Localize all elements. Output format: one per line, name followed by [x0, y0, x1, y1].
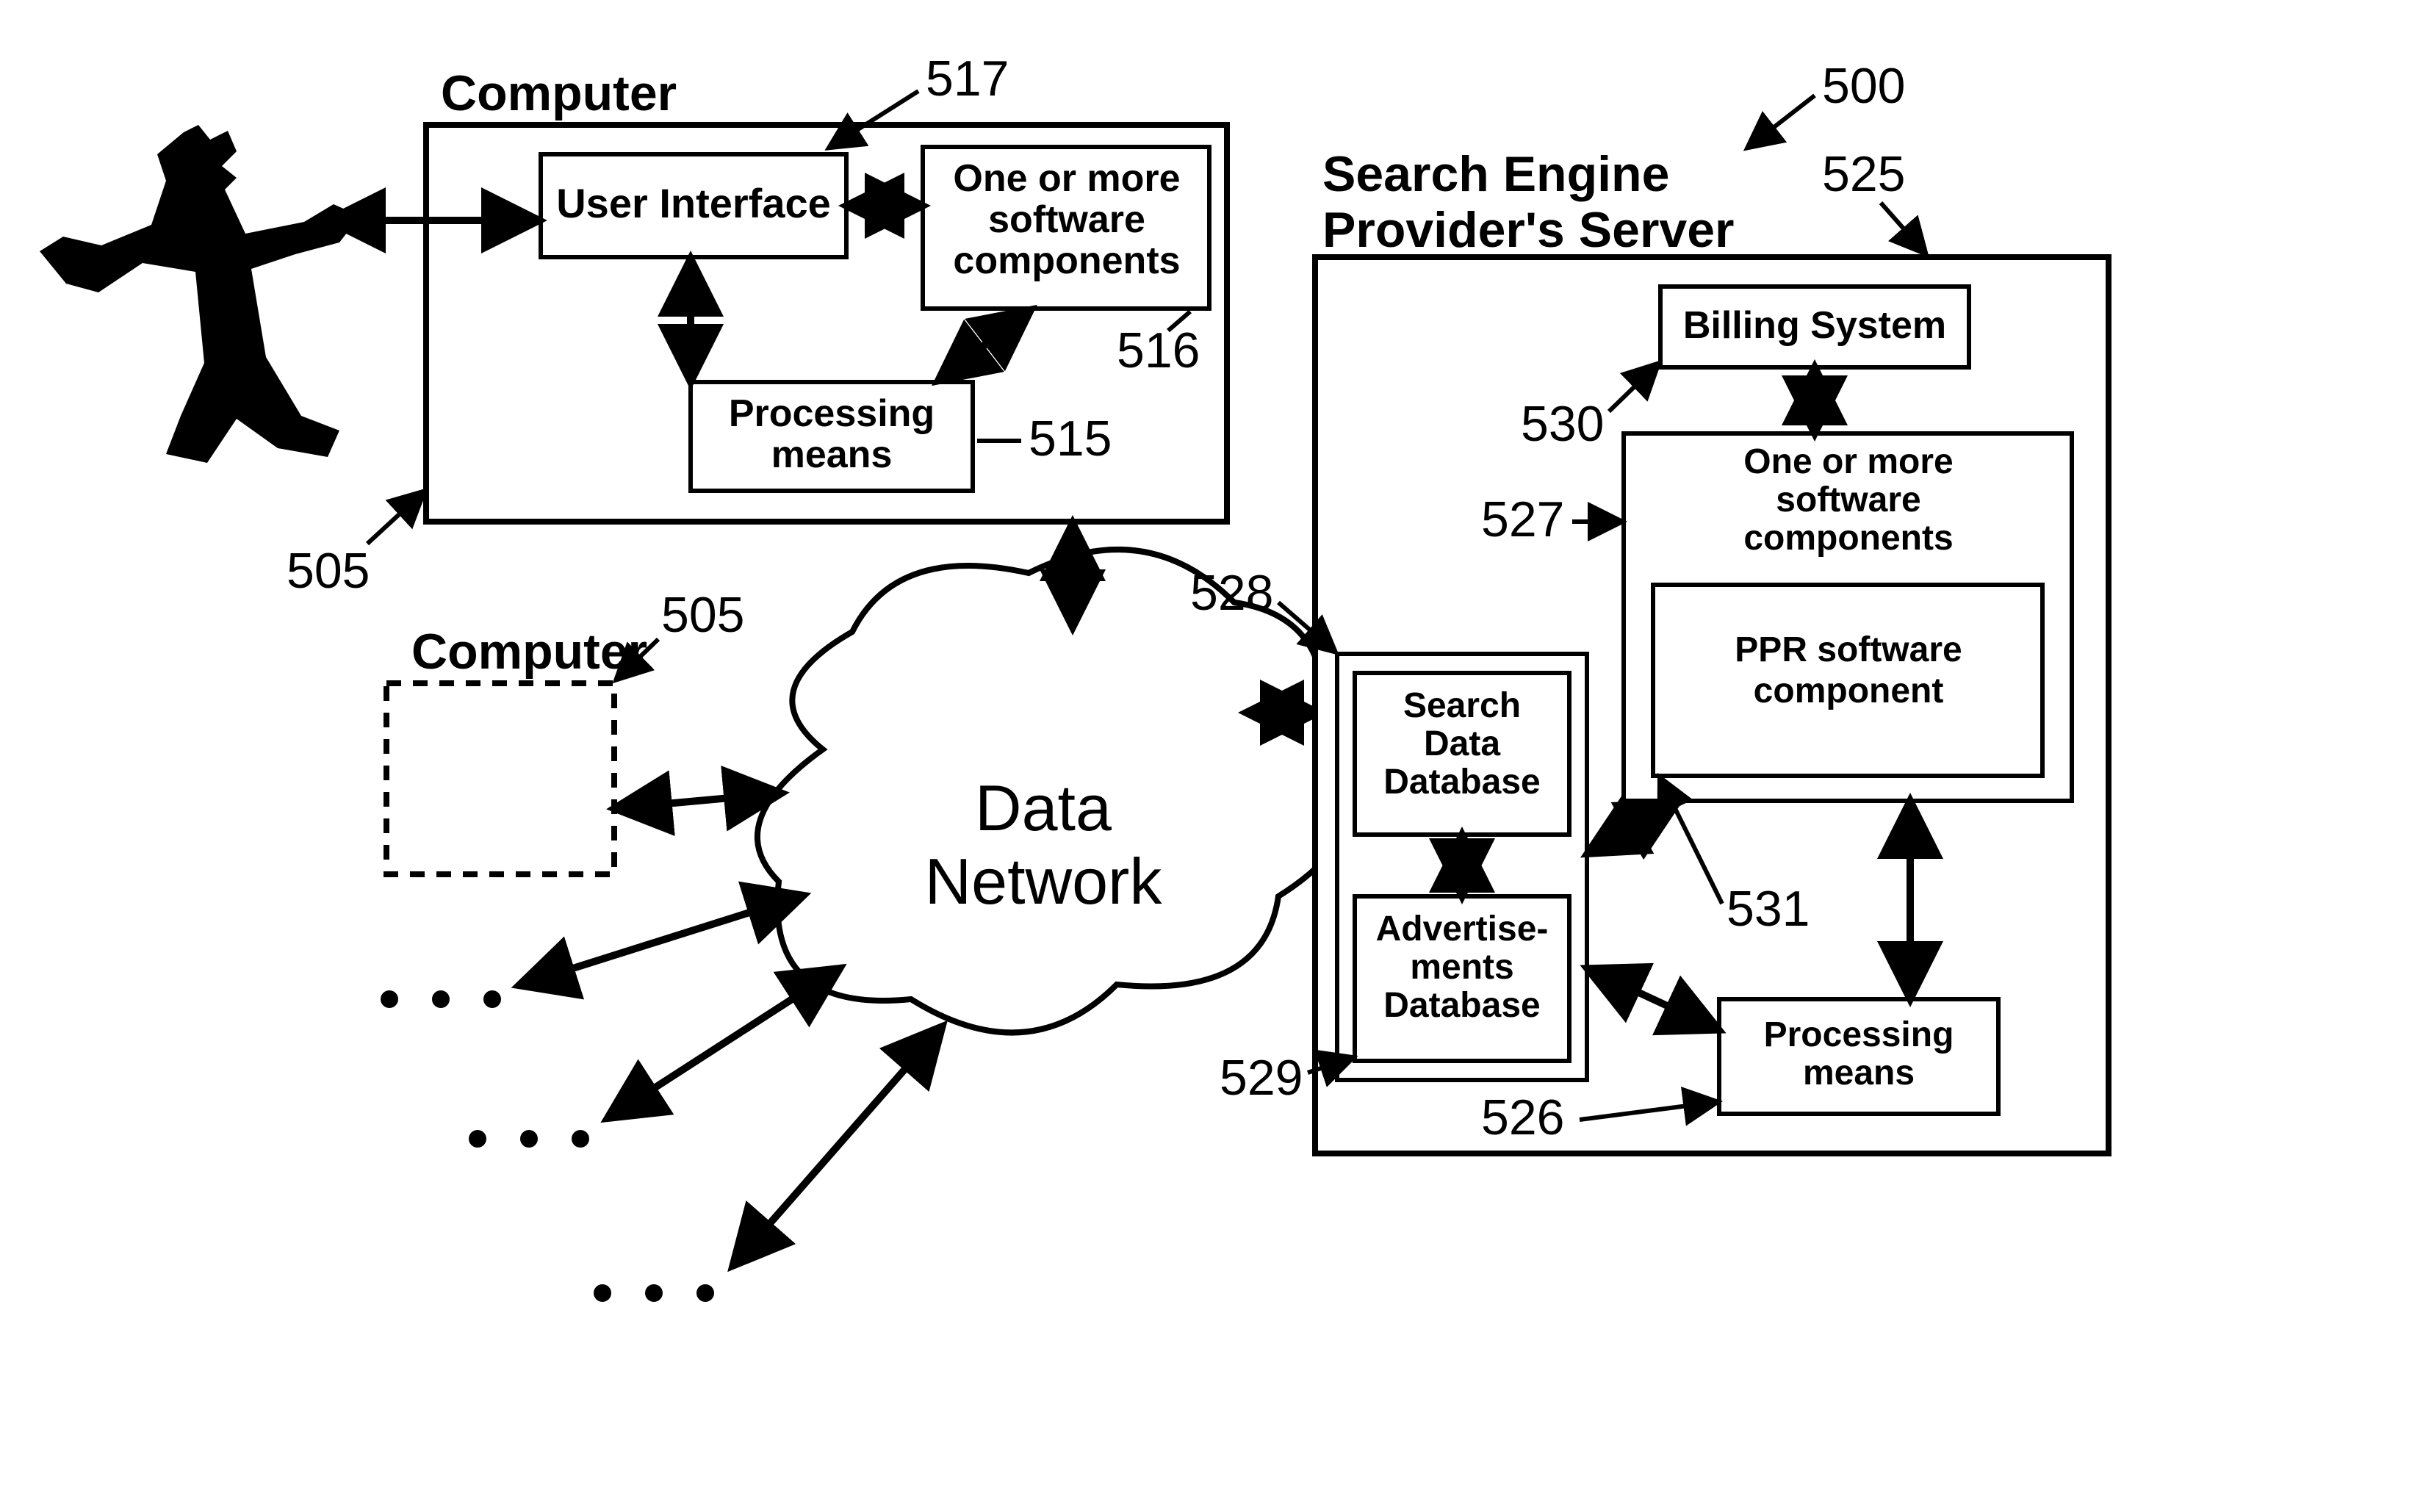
ppr-l2: component	[1754, 672, 1944, 710]
proc2-l2: means	[1803, 1054, 1915, 1092]
sdb-l2: Data	[1424, 724, 1500, 763]
leader-525	[1881, 203, 1925, 253]
sdb-l1: Search	[1403, 686, 1521, 725]
ref-527: 527	[1481, 492, 1564, 547]
ref-529: 529	[1220, 1050, 1303, 1106]
edge-comp2-net	[617, 793, 779, 808]
net-l2: Network	[925, 845, 1163, 918]
edge-e1-net	[522, 896, 801, 984]
proc2-l1: Processing	[1764, 1015, 1954, 1054]
leader-500	[1749, 96, 1815, 147]
ellipsis-2	[469, 1130, 589, 1148]
ellipsis-1	[381, 990, 501, 1008]
ref-505b: 505	[661, 587, 744, 643]
ref-500: 500	[1822, 58, 1905, 114]
adb-l1: Advertise-	[1376, 910, 1549, 948]
billing-label: Billing System	[1683, 304, 1946, 347]
ref-531: 531	[1727, 881, 1810, 937]
sw-l1: One or more	[953, 157, 1180, 200]
ui-label: User Interface	[556, 180, 831, 226]
sw2-l1: One or more	[1743, 442, 1953, 481]
adb-l3: Database	[1383, 986, 1540, 1025]
ref-530: 530	[1521, 396, 1604, 452]
adb-l2: ments	[1410, 948, 1513, 987]
server-t2: Provider's Server	[1322, 202, 1735, 258]
sw2-l2: software	[1776, 480, 1920, 519]
sw-l3: components	[953, 240, 1180, 282]
ref-515: 515	[1029, 411, 1112, 467]
net-l1: Data	[975, 771, 1112, 844]
edge-e3-net	[735, 1029, 940, 1264]
user-icon	[40, 125, 360, 463]
diagram-canvas: Computer User Interface One or more soft…	[0, 0, 2423, 1512]
proc-l1: Processing	[729, 392, 935, 435]
ref-517: 517	[926, 51, 1009, 107]
proc-l2: means	[771, 433, 893, 476]
leader-505a	[367, 492, 423, 544]
ref-505a: 505	[287, 543, 370, 599]
ellipsis-3	[594, 1284, 714, 1302]
sw2-l3: components	[1743, 519, 1953, 558]
ppr-l1: PPR software	[1735, 630, 1962, 669]
ref-525: 525	[1822, 146, 1905, 202]
edge-e2-net	[610, 970, 838, 1117]
ref-526: 526	[1481, 1090, 1564, 1145]
computer2-box	[386, 683, 614, 874]
ref-516: 516	[1117, 323, 1200, 378]
server-t1: Search Engine	[1322, 146, 1669, 202]
sdb-l3: Database	[1383, 763, 1540, 802]
sw-l2: software	[988, 198, 1145, 241]
ref-528: 528	[1190, 565, 1273, 621]
computer-title: Computer	[441, 65, 677, 121]
computer2-title: Computer	[411, 624, 647, 680]
